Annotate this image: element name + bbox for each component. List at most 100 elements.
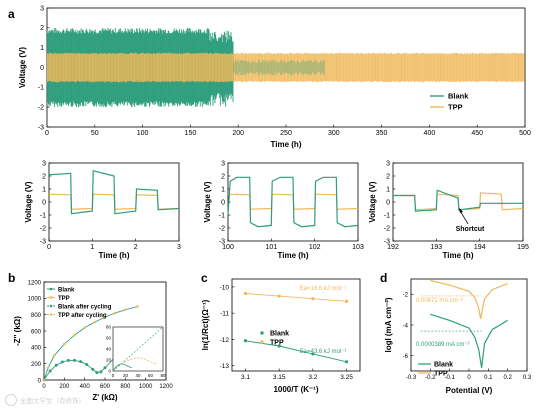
blank-point <box>73 358 76 362</box>
x-tick-label: 1 <box>90 244 94 251</box>
y-axis-label: Voltage (V) <box>18 47 27 89</box>
tpp-point <box>103 315 107 319</box>
x-tick-label: 103 <box>352 244 364 251</box>
y-tick-label: 3 <box>386 160 390 167</box>
y-tick-label: 0 <box>40 65 44 72</box>
legend-marker <box>260 331 264 335</box>
x-tick-label: 100 <box>137 130 149 137</box>
x-axis-label: Potential (V) <box>446 386 493 395</box>
tpp-point <box>42 378 46 382</box>
x-tick-label: 400 <box>80 384 91 390</box>
x-tick-label: 600 <box>100 384 111 390</box>
blank-point <box>95 371 99 375</box>
y-tick-label: -1 <box>40 212 46 219</box>
tpp-point <box>113 311 117 315</box>
y-tick-label: 2 <box>386 173 390 180</box>
y-axis-label: -Z'' (kΩ) <box>13 316 22 346</box>
x-tick-label: 800 <box>120 384 131 390</box>
legend-label: TPP <box>58 296 70 302</box>
blank-point <box>79 360 83 364</box>
y-axis-label: Voltage (V) <box>24 181 33 223</box>
tpp-point <box>73 333 76 337</box>
x-tick-label: 2 <box>134 244 138 251</box>
axes-b: 0 200 400 600 800 1000 12000200400600800100012… <box>13 280 173 402</box>
inset-x-tick-label: 20 <box>123 373 129 378</box>
y-tick-label: 1 <box>40 45 44 52</box>
y-tick-label: -1 <box>38 85 44 92</box>
legend-label: TPP <box>448 103 463 112</box>
y-tick-label: 1 <box>386 186 390 193</box>
y-tick-label: 1200 <box>28 280 42 286</box>
blank-point <box>344 360 349 364</box>
x-tick-label: 0 <box>42 384 46 390</box>
x-tick-label: 101 <box>265 244 277 251</box>
x-axis-label: Z' (kΩ) <box>92 393 118 402</box>
x-tick-label: 192 <box>387 244 399 251</box>
inset-x-tick-label: 0 <box>112 373 115 378</box>
legend-a: Blank TPP <box>430 92 469 112</box>
inset-x-tick-label: 80 <box>160 373 166 378</box>
x-tick-label: -0.3 <box>406 375 417 381</box>
y-tick-label: -3 <box>219 238 225 245</box>
x-tick-label: 200 <box>59 384 70 390</box>
series-blank-line <box>393 189 523 212</box>
activation-energy-tpp: Ea=16.6 kJ mol⁻¹ <box>300 286 347 292</box>
x-tick-label: 300 <box>328 130 340 137</box>
shortcut-annotation: Shortcut <box>456 226 485 233</box>
inset-y-tick-label: 60 <box>106 336 112 341</box>
tpp-point <box>277 294 281 298</box>
y-tick-label: 0 <box>386 199 390 206</box>
inset-blank-tail <box>112 326 164 372</box>
x-tick-label: 3.1 <box>241 374 250 381</box>
tpp-point <box>311 297 315 301</box>
panel-label-c: c <box>201 271 208 285</box>
watermark: 全国大学生（有修饰） <box>5 394 85 406</box>
y-tick-label: 3 <box>42 160 46 167</box>
y-tick-label: 0 <box>38 378 42 384</box>
y-tick-label: -2 <box>38 105 44 112</box>
inset-x-tick-label: 40 <box>135 373 141 378</box>
tpp-point <box>344 299 349 303</box>
inset-b: 0 20 40 60 80 0 20 40 60 80 <box>106 325 166 379</box>
y-tick-label: -1 <box>384 212 390 219</box>
legend-label: TPP after cycling <box>58 313 107 319</box>
y-tick-label: 1 <box>221 186 225 193</box>
x-tick-label: -0.2 <box>425 375 436 381</box>
x-tick-label: 3.25 <box>340 374 353 381</box>
blank-point <box>66 358 70 362</box>
panel-label-b: b <box>8 271 15 285</box>
legend-b: Blank TPP Blank after cycling TPP after cyc… <box>47 287 112 319</box>
legend-c: Blank TPP <box>260 331 289 347</box>
legend-label: Blank <box>270 331 289 338</box>
tpp-point <box>83 326 86 330</box>
tpp-point <box>63 342 66 346</box>
x-tick-label: 100 <box>222 244 234 251</box>
x-axis-label: Time (h) <box>278 251 309 260</box>
y-tick-label: -10 <box>220 284 230 291</box>
series-blank-after-short <box>233 59 325 76</box>
x-tick-label: 0.2 <box>503 375 512 381</box>
legend-label: Blank after cycling <box>58 304 112 310</box>
tpp-point <box>93 320 97 324</box>
x-tick-label: 500 <box>519 130 531 137</box>
corrosion-current-tpp: 0.00871 mA cm⁻² <box>416 298 463 304</box>
y-tick-label: 2 <box>221 173 225 180</box>
x-tick-label: 3.15 <box>273 374 286 381</box>
inset-x-tick-label: 60 <box>148 373 154 378</box>
blank-point <box>85 362 89 366</box>
x-tick-label: 195 <box>517 244 529 251</box>
y-tick-label: -11 <box>220 311 229 318</box>
inset-y-tick-label: 40 <box>106 347 112 352</box>
x-axis-label: 1000/T (K⁻¹) <box>273 385 318 394</box>
series-group-a <box>47 27 525 108</box>
x-tick-label: 250 <box>280 130 292 137</box>
legend-label: TPP <box>434 371 448 378</box>
tpp-point <box>52 354 56 357</box>
y-tick-label: -3 <box>384 238 390 245</box>
y-tick-label: 200 <box>31 362 42 368</box>
axes-a-zoom1: 0 1 2 3 -3 -2 -1 0 1 2 3 Time (h) Voltage (V) <box>24 160 181 260</box>
tpp-point <box>46 366 50 370</box>
panel-label-d: d <box>380 271 387 285</box>
blank-point <box>277 344 281 348</box>
series-tpp-fit <box>245 293 347 302</box>
